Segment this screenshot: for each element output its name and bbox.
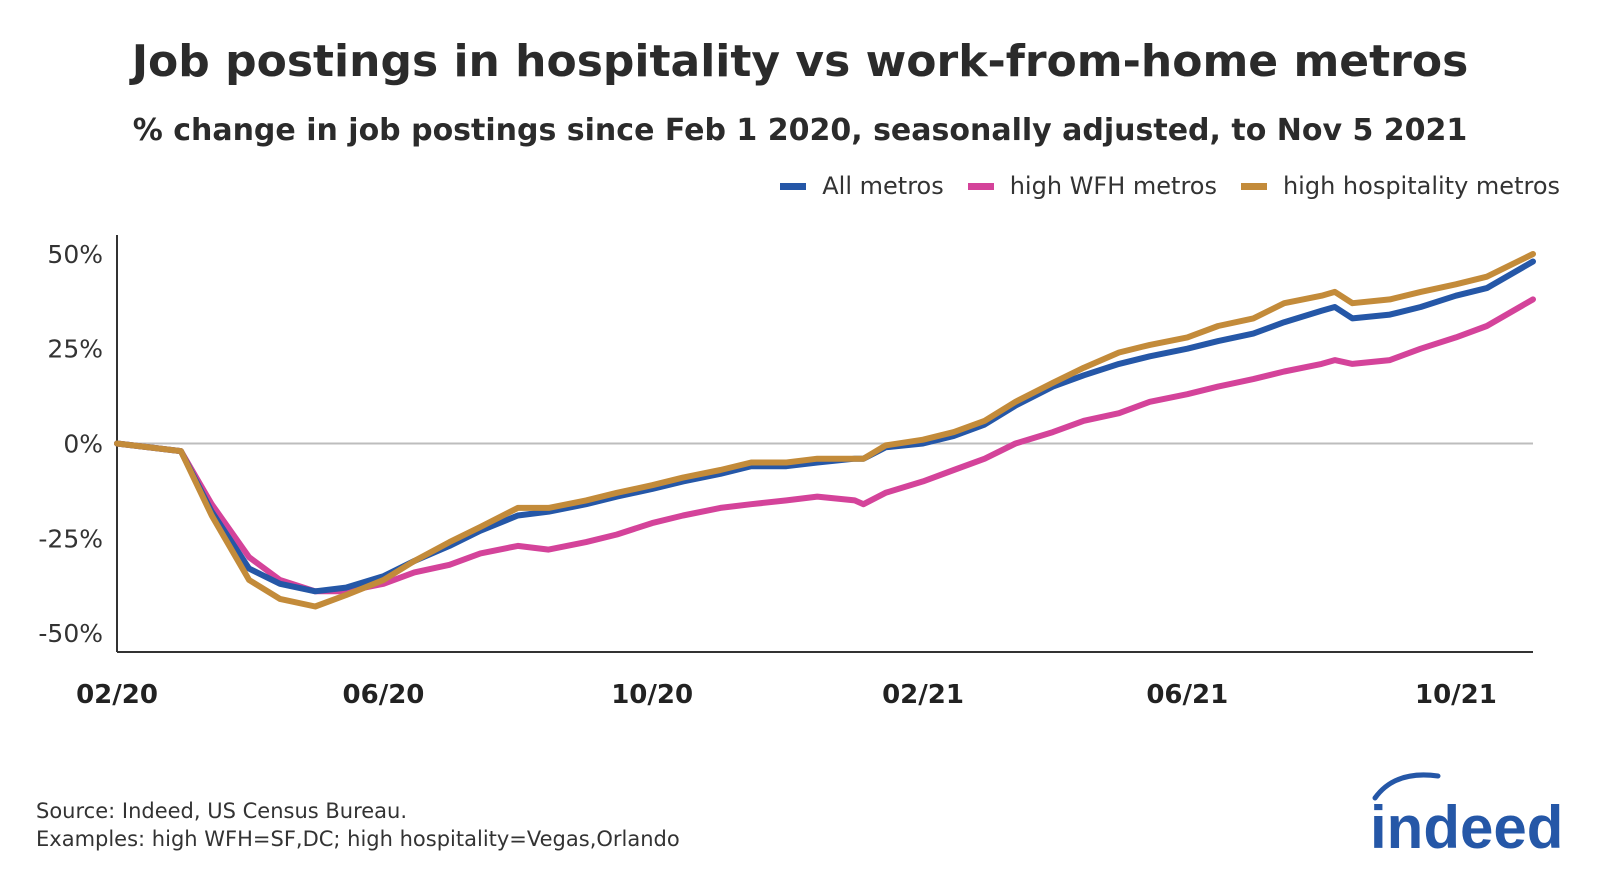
y-tick-label: -50% — [38, 619, 103, 648]
x-tick-label: 10/21 — [1415, 680, 1497, 710]
source-note: Source: Indeed, US Census Bureau. Exampl… — [36, 797, 680, 853]
y-tick-label: 0% — [63, 430, 103, 459]
legend-item-all-metros: All metros — [780, 172, 944, 200]
x-tick-label: 06/20 — [343, 680, 425, 710]
series-line-all-metros — [114, 258, 1536, 595]
legend-label-all-metros: All metros — [822, 172, 944, 200]
legend-item-high-wfh: high WFH metros — [967, 172, 1217, 200]
legend-swatch-all-metros — [780, 182, 807, 190]
x-tick-label: 10/20 — [611, 680, 693, 710]
logo-wordmark: indeed — [1370, 794, 1563, 858]
chart-subtitle: % change in job postings since Feb 1 202… — [132, 113, 1468, 148]
indeed-logo: indeed — [1370, 772, 1563, 858]
x-tick-label: 02/20 — [76, 680, 158, 710]
legend-swatch-high-wfh — [967, 182, 994, 190]
y-tick-label: 25% — [47, 335, 103, 364]
legend-swatch-high-hospitality — [1240, 182, 1267, 190]
series-line-high-hospitality-metros — [114, 251, 1536, 610]
y-tick-label: 50% — [47, 240, 103, 269]
x-tick-label: 06/21 — [1146, 680, 1228, 710]
source-text: Source: Indeed, US Census Bureau. — [36, 799, 408, 823]
legend-item-high-hospitality: high hospitality metros — [1240, 172, 1560, 200]
chart-title: Job postings in hospitality vs work-from… — [131, 36, 1469, 87]
chart-legend: All metros high WFH metros high hospital… — [756, 172, 1560, 200]
logo-arc — [1372, 772, 1441, 801]
y-tick-label: -25% — [38, 524, 103, 553]
legend-label-high-wfh: high WFH metros — [1009, 172, 1217, 200]
series-line-high-wfh-metros — [114, 296, 1536, 595]
legend-label-high-hospitality: high hospitality metros — [1282, 172, 1560, 200]
examples-text: Examples: high WFH=SF,DC; high hospitali… — [36, 827, 680, 851]
x-tick-label: 02/21 — [882, 680, 964, 710]
